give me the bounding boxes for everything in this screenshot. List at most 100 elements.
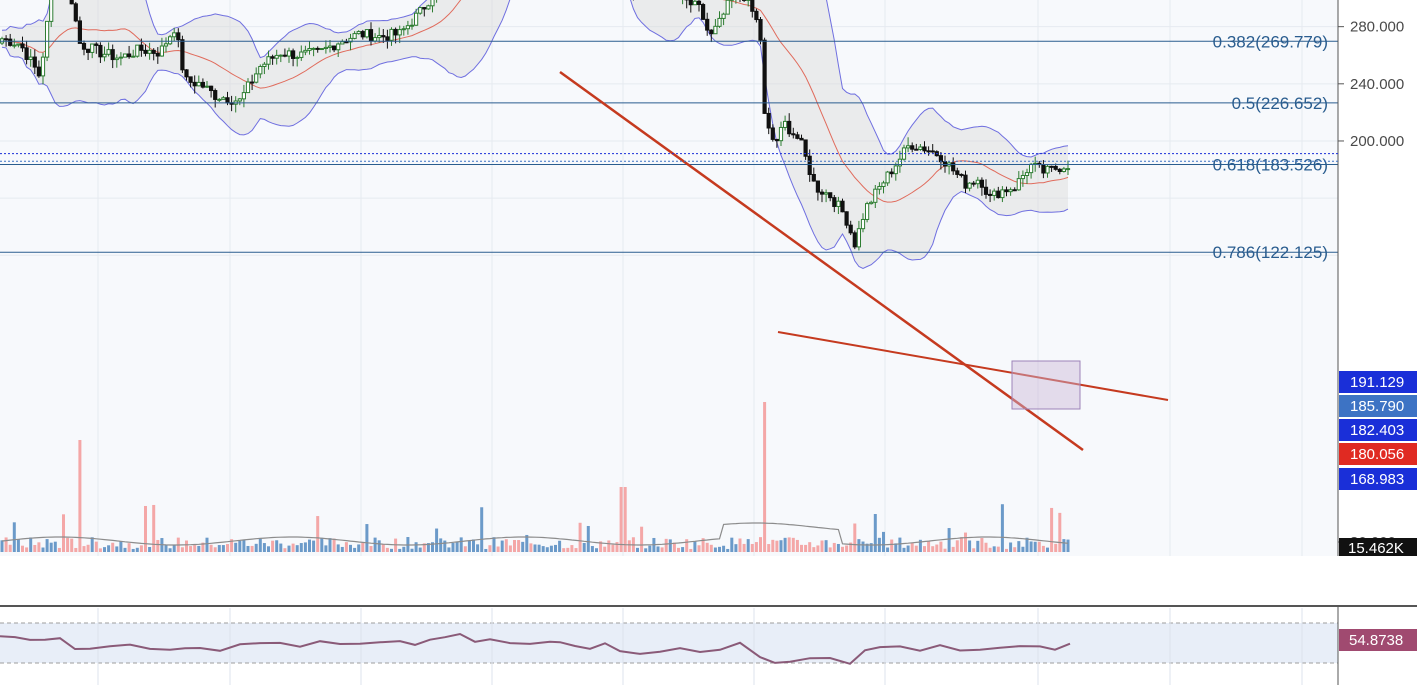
candle-body	[155, 52, 160, 57]
volume-bar	[931, 546, 935, 552]
volume-bar	[693, 541, 697, 552]
volume-bar	[1009, 542, 1013, 552]
volume-bar	[672, 542, 676, 552]
candle-body	[750, 0, 755, 12]
volume-bar	[320, 537, 324, 552]
candle-body	[799, 137, 804, 141]
candle-body	[971, 182, 976, 185]
volume-bar	[972, 548, 976, 552]
volume-bar	[472, 539, 475, 552]
volume-bar	[127, 543, 131, 552]
volume-bar	[1033, 541, 1037, 552]
volume-bar	[340, 546, 344, 552]
candle-body	[865, 203, 870, 220]
candle-body	[28, 56, 33, 60]
candle-body	[869, 201, 874, 205]
price-tag-label: 185.790	[1350, 398, 1404, 415]
candle-body	[4, 38, 9, 41]
candle-body	[86, 48, 91, 53]
volume-bar	[431, 542, 434, 552]
candle-body	[856, 228, 861, 248]
volume-bar	[558, 540, 562, 552]
volume-bar	[541, 546, 545, 552]
price-tag	[1339, 443, 1417, 465]
candle-body	[122, 53, 128, 58]
volume-bar	[62, 514, 65, 552]
volume-bar	[90, 537, 94, 552]
volume-bar	[164, 545, 168, 552]
volume-bar	[262, 543, 266, 552]
candle-body	[49, 0, 54, 22]
volume-bar	[390, 548, 393, 552]
volume-bar	[586, 525, 590, 552]
volume-bar	[984, 542, 988, 552]
volume-bar	[554, 544, 557, 552]
volume-bar	[603, 546, 607, 552]
candle-body	[717, 17, 722, 27]
volume-bar	[562, 548, 566, 552]
volume-bar	[619, 487, 623, 552]
candle-body	[758, 19, 763, 41]
volume-bar	[299, 543, 303, 552]
volume-bar	[644, 548, 648, 552]
volume-bar	[722, 545, 726, 552]
highlight-box	[1011, 360, 1081, 410]
candle-body	[983, 186, 989, 195]
volume-bar	[775, 540, 779, 552]
candle-body	[303, 49, 308, 53]
volume-bar	[1037, 541, 1041, 552]
volume-bar	[504, 539, 508, 552]
volume-bar	[865, 543, 869, 552]
volume-bar	[947, 528, 951, 552]
candle-body	[163, 43, 169, 47]
candle-body	[307, 48, 312, 51]
volume-bar	[730, 537, 734, 552]
candle-body	[332, 45, 337, 51]
candle-body	[754, 10, 759, 21]
candle-body	[762, 39, 767, 114]
candle-body	[139, 44, 144, 51]
candle-body	[942, 161, 948, 167]
candle-body	[852, 232, 857, 248]
volume-bar	[955, 540, 959, 552]
candle-body	[340, 41, 345, 45]
volume-bar	[980, 538, 984, 552]
candle-body	[713, 25, 718, 35]
volume-bar	[841, 546, 844, 552]
volume-bar	[640, 526, 644, 552]
volume-bar	[783, 537, 787, 552]
price-tag	[1339, 468, 1417, 490]
volume-bar	[246, 545, 250, 552]
volume-bar	[119, 541, 123, 552]
candle-body	[110, 49, 115, 61]
volume-bar	[1005, 548, 1008, 552]
candle-body	[192, 81, 197, 87]
volume-bar	[377, 540, 381, 552]
candle-body	[135, 44, 140, 57]
volume-bar	[804, 544, 808, 552]
candle-body	[766, 112, 771, 129]
candle-body	[282, 54, 287, 57]
volume-bar	[45, 539, 49, 552]
volume-bar	[41, 547, 45, 552]
candle-body	[352, 33, 357, 39]
volume-bar	[763, 402, 767, 552]
volume-bar	[156, 539, 160, 552]
volume-bar	[242, 540, 246, 552]
candle-body	[356, 31, 361, 35]
rsi-value-label: 54.8738	[1349, 632, 1403, 649]
volume-bar	[496, 546, 500, 552]
volume-bar	[66, 537, 70, 552]
volume-bar	[230, 539, 234, 552]
price-tag	[1339, 395, 1417, 417]
candle-body	[1004, 189, 1009, 193]
candle-body	[32, 56, 37, 68]
candle-body	[254, 73, 259, 83]
volume-bar	[443, 540, 447, 552]
candle-body	[397, 29, 402, 36]
candle-body	[1029, 163, 1034, 174]
volume-bar	[582, 542, 586, 552]
volume-bar	[344, 542, 348, 552]
volume-bar	[258, 538, 262, 552]
candle-body	[368, 29, 374, 42]
